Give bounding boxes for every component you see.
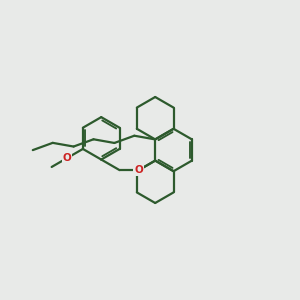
Text: O: O bbox=[134, 165, 143, 175]
Text: O: O bbox=[63, 153, 72, 163]
